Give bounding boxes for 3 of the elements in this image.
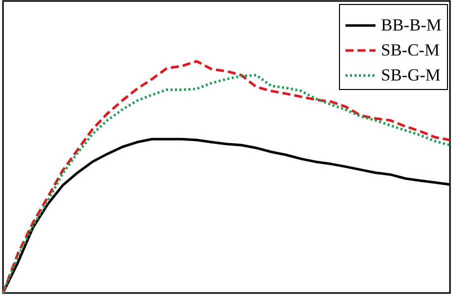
legend-label: BB-B-M [381, 16, 442, 34]
legend-label: SB-C-M [381, 40, 440, 60]
legend-label: SB-G-M [381, 66, 441, 84]
